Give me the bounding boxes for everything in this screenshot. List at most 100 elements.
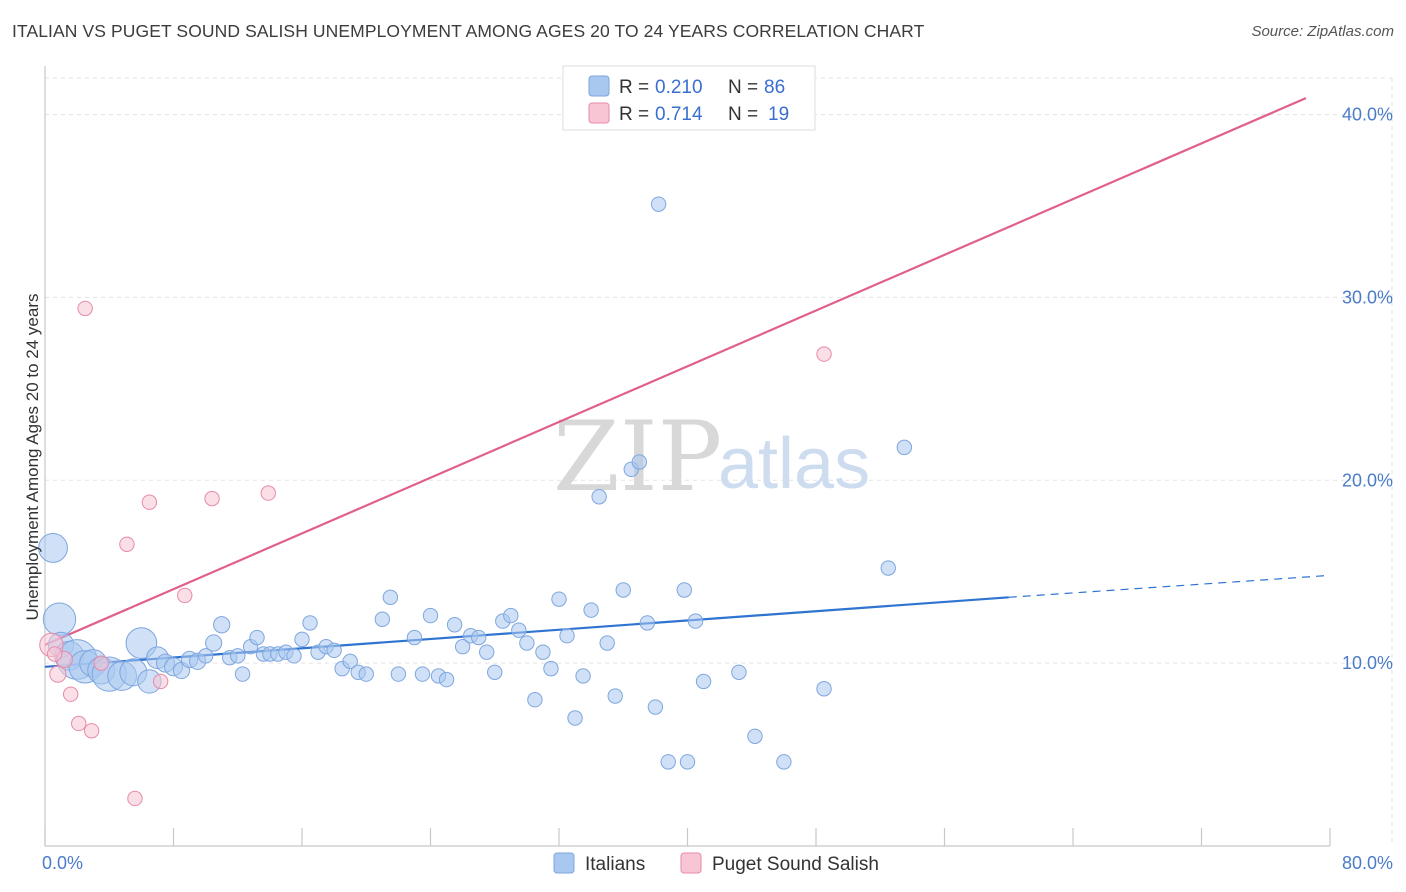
point-puget-sound-salish xyxy=(260,485,276,501)
point-italians xyxy=(615,582,631,598)
legend-r-label: R = xyxy=(619,77,649,98)
y-tick-label: 10.0% xyxy=(1342,653,1393,673)
point-puget-sound-salish xyxy=(204,490,220,507)
point-italians xyxy=(38,533,68,563)
watermark: ZIP atlas xyxy=(553,401,870,513)
point-puget-sound-salish xyxy=(93,655,109,671)
legend-n-value: 19 xyxy=(768,104,789,125)
point-italians xyxy=(896,439,913,456)
point-italians xyxy=(731,664,747,680)
point-puget-sound-salish xyxy=(152,673,169,690)
point-puget-sound-salish xyxy=(127,790,143,807)
point-italians xyxy=(234,666,251,682)
point-italians xyxy=(382,589,399,606)
point-italians xyxy=(650,196,667,212)
y-tick-label: 40.0% xyxy=(1342,105,1393,125)
point-italians xyxy=(422,607,439,624)
point-italians xyxy=(230,648,246,664)
source-label: Source: ZipAtlas.com xyxy=(1251,23,1394,40)
point-puget-sound-salish xyxy=(141,494,158,510)
point-italians xyxy=(302,615,318,631)
point-italians xyxy=(776,754,792,770)
point-italians xyxy=(607,688,623,704)
point-italians xyxy=(639,615,656,631)
point-italians xyxy=(647,699,664,715)
legend-swatch-italians xyxy=(588,75,610,97)
x-tick-label: 0.0% xyxy=(42,853,83,873)
point-italians xyxy=(543,660,559,677)
point-italians xyxy=(687,613,704,629)
point-italians xyxy=(747,728,763,744)
axes xyxy=(44,66,1331,847)
point-italians xyxy=(503,607,519,624)
point-italians xyxy=(660,754,676,770)
point-italians xyxy=(676,582,692,598)
legend-entry-italians[interactable]: R = 0.210 N = 86 xyxy=(588,75,785,98)
point-italians xyxy=(551,591,567,607)
tick-labels: 10.0% 20.0% 30.0% 40.0% 0.0% 80.0% xyxy=(42,105,1393,873)
point-italians xyxy=(535,644,551,660)
grid-lines xyxy=(45,77,1393,846)
bottom-legend-puget-sound-salish[interactable]: Puget Sound Salish xyxy=(680,852,879,875)
bottom-legend-italians[interactable]: Italians xyxy=(553,852,645,875)
legend-swatch-puget-sound-salish xyxy=(588,102,610,124)
bottom-legend-label-italians: Italians xyxy=(585,854,645,875)
legend: R = 0.210 N = 86 R = 0.714 N = 19 xyxy=(562,65,816,131)
chart-title: ITALIAN VS PUGET SOUND SALISH UNEMPLOYME… xyxy=(12,21,925,41)
point-italians xyxy=(197,648,214,664)
point-italians xyxy=(446,617,463,633)
point-italians xyxy=(575,668,591,684)
y-tick-label: 20.0% xyxy=(1342,470,1393,490)
point-italians xyxy=(213,616,231,634)
y-axis-label: Unemployment Among Ages 20 to 24 years xyxy=(23,294,42,621)
point-italians xyxy=(414,666,431,682)
point-puget-sound-salish xyxy=(62,686,79,702)
point-italians xyxy=(695,673,712,690)
point-italians xyxy=(286,648,302,664)
point-italians xyxy=(519,635,535,651)
point-puget-sound-salish xyxy=(119,536,135,552)
point-italians xyxy=(42,602,77,636)
legend-n-label: N = xyxy=(728,104,758,125)
point-puget-sound-salish xyxy=(816,346,832,362)
legend-r-label: R = xyxy=(619,104,649,125)
legend-entry-puget-sound-salish[interactable]: R = 0.714 N = 19 xyxy=(588,102,789,125)
trend-extension-italians xyxy=(1008,574,1331,598)
point-puget-sound-salish xyxy=(177,587,193,604)
point-italians xyxy=(294,631,310,648)
point-italians xyxy=(527,692,543,708)
x-tick-label: 80.0% xyxy=(1342,853,1393,873)
bottom-legend-swatch-italians xyxy=(553,852,575,874)
point-italians xyxy=(406,629,423,646)
point-italians xyxy=(679,754,696,770)
legend-n-label: N = xyxy=(728,77,758,98)
point-italians xyxy=(249,629,265,646)
point-italians xyxy=(470,629,487,646)
point-italians xyxy=(816,681,832,697)
legend-r-value: 0.714 xyxy=(655,104,703,125)
point-italians xyxy=(358,666,374,682)
trend-line-puget-sound-salish xyxy=(44,97,1307,646)
point-italians xyxy=(599,635,615,651)
bottom-legend: Italians Puget Sound Salish xyxy=(553,852,879,875)
point-italians xyxy=(438,671,455,688)
point-italians xyxy=(591,489,607,505)
watermark-atlas: atlas xyxy=(718,424,870,504)
bottom-legend-swatch-puget-sound-salish xyxy=(680,852,702,874)
point-italians xyxy=(454,638,471,655)
point-puget-sound-salish xyxy=(46,646,63,662)
data-points xyxy=(38,106,913,807)
point-italians xyxy=(631,454,648,470)
legend-n-value: 86 xyxy=(764,77,785,98)
point-italians xyxy=(583,602,599,618)
point-italians xyxy=(511,622,527,638)
point-italians xyxy=(487,664,503,680)
point-puget-sound-salish xyxy=(49,665,67,683)
point-italians xyxy=(479,644,495,660)
trend-lines xyxy=(44,97,1331,668)
point-puget-sound-salish xyxy=(83,723,100,739)
point-italians xyxy=(880,560,896,576)
point-italians xyxy=(567,710,583,726)
point-italians xyxy=(342,653,358,670)
